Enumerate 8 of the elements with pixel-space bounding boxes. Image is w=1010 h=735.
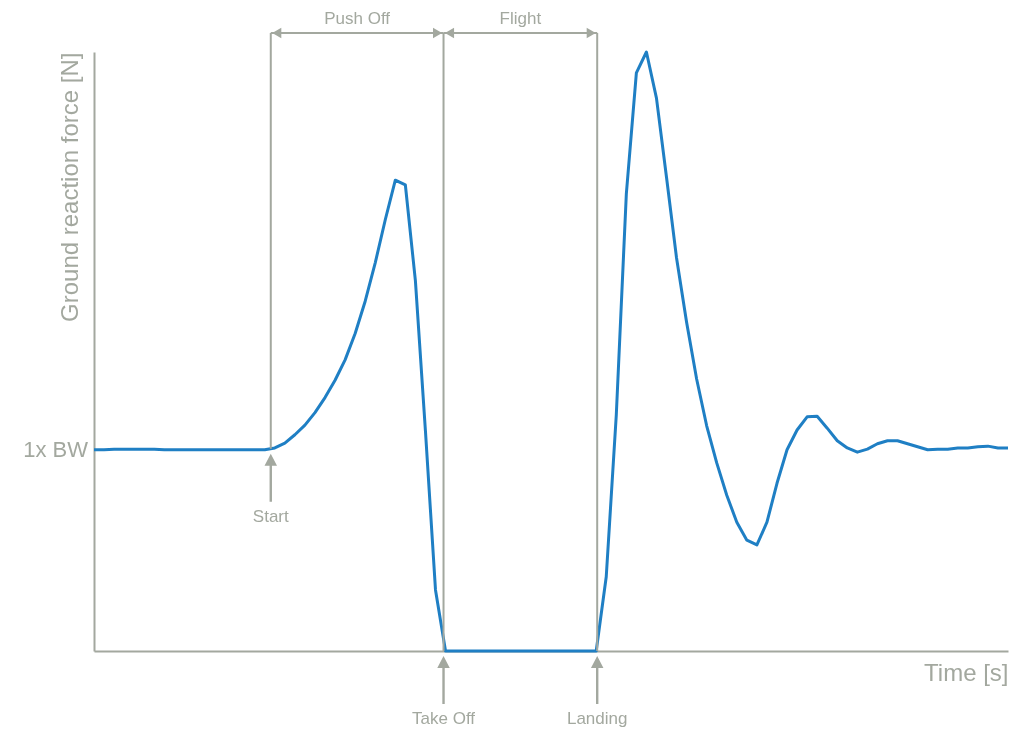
text: 1x BW xyxy=(23,436,89,462)
text: Take Off xyxy=(412,709,476,728)
annotation: Start xyxy=(252,506,289,526)
text: Flight xyxy=(499,9,542,28)
text: Landing xyxy=(566,709,628,728)
x-axis-title: Time [s] xyxy=(924,658,1009,686)
text: Push Off xyxy=(324,9,391,28)
y-axis-title: Ground reaction force [N] xyxy=(55,52,83,322)
